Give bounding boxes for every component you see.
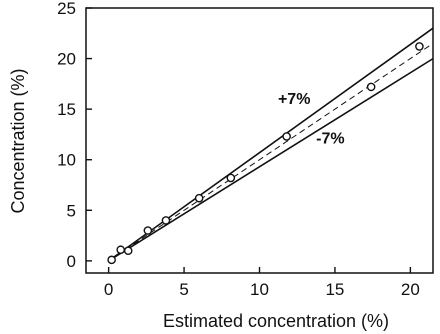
data-point-8	[366, 82, 376, 92]
data-point-3	[143, 226, 153, 235]
x-tick-label-2: 10	[250, 280, 269, 299]
y-tick-label-5: 25	[57, 0, 76, 18]
x-tick-label-3: 15	[325, 280, 344, 299]
data-points	[107, 42, 424, 265]
band-label-1: +7%	[278, 91, 310, 108]
data-point-7	[282, 132, 291, 141]
data-point-4	[161, 216, 171, 225]
y-tick-label-1: 5	[67, 201, 76, 220]
data-point-2	[123, 246, 133, 256]
plot-frame	[85, 7, 434, 274]
x-axis-ticks: 0 5 10 15 20	[104, 267, 420, 299]
x-axis-label: Estimated concentration (%)	[163, 311, 389, 331]
band-labels: +7% -7%	[278, 91, 345, 147]
y-tick-label-4: 20	[57, 50, 76, 69]
data-point-9	[415, 42, 424, 51]
data-point-5	[194, 193, 204, 203]
data-point-1	[116, 245, 125, 255]
data-point-0	[107, 255, 116, 265]
x-tick-label-1: 5	[179, 280, 188, 299]
band-label-2: -7%	[316, 131, 344, 148]
y-tick-label-2: 10	[57, 151, 76, 170]
y-axis-label: Concentration (%)	[8, 68, 28, 213]
reference-lines	[108, 27, 434, 262]
identity-line	[108, 42, 434, 262]
x-tick-label-0: 0	[104, 280, 113, 299]
band-line-1	[108, 27, 434, 262]
y-tick-label-0: 0	[67, 252, 76, 271]
x-tick-label-4: 20	[401, 280, 420, 299]
y-axis-ticks: 0 5 10 15 20 25	[57, 0, 92, 271]
y-tick-label-3: 15	[57, 100, 76, 119]
band-line-2	[108, 57, 434, 262]
data-point-6	[226, 173, 236, 183]
